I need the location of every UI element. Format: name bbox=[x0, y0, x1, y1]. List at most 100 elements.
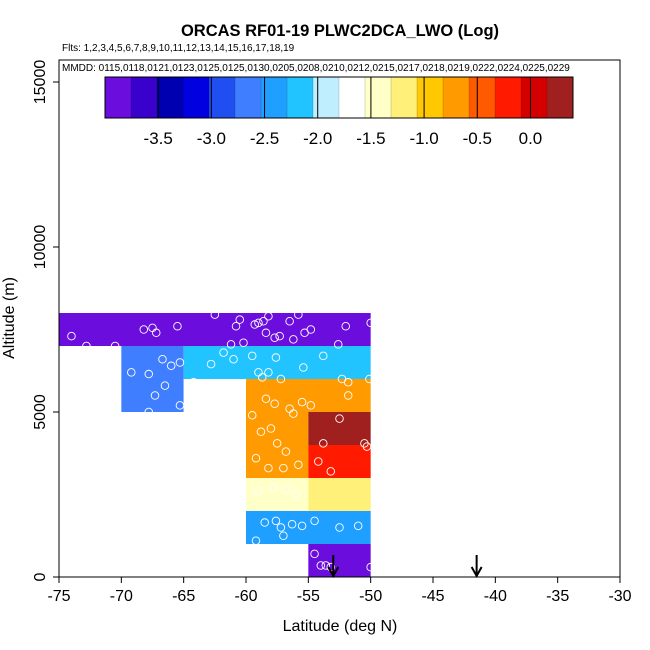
sample-point bbox=[173, 321, 182, 331]
sample-point bbox=[251, 536, 261, 545]
sample-point bbox=[321, 561, 331, 570]
sample-point bbox=[294, 310, 303, 319]
x-axis-label: Latitude (deg N) bbox=[283, 618, 398, 635]
sample-point bbox=[210, 310, 220, 319]
arrow-head bbox=[327, 566, 340, 579]
sample-point bbox=[204, 420, 213, 430]
sample-point bbox=[166, 361, 176, 371]
sample-point bbox=[306, 325, 316, 334]
colorbar-swatch bbox=[235, 77, 262, 118]
sample-point bbox=[247, 411, 257, 420]
sample-point bbox=[264, 368, 273, 377]
y-tick-label: 10000 bbox=[32, 225, 49, 270]
colorbar-ticks: -3.5 -3.0 -2.5 -2.0 -1.5 -1.0 -0.5 0.0 bbox=[130, 77, 548, 148]
colorbar-tick-label: -1.0 bbox=[409, 129, 438, 148]
sample-point bbox=[297, 521, 307, 531]
sample-point bbox=[127, 368, 136, 377]
down-arrow-icon bbox=[327, 555, 340, 579]
x-tick-label: -75 bbox=[47, 588, 70, 605]
sample-point bbox=[196, 407, 206, 417]
sample-point bbox=[160, 381, 170, 390]
sample-point bbox=[226, 422, 236, 432]
sample-point bbox=[181, 463, 191, 473]
sample-point bbox=[175, 358, 185, 367]
dates-label: MMDD: 0115,0118,0121,0123,0125,0125,0130… bbox=[62, 63, 570, 74]
colorbar-swatch bbox=[495, 77, 522, 118]
sample-point bbox=[219, 348, 228, 357]
sample-point bbox=[254, 318, 263, 328]
sample-point bbox=[259, 317, 268, 326]
sample-point bbox=[297, 397, 307, 407]
sample-point bbox=[289, 409, 298, 418]
sample-point bbox=[144, 369, 154, 379]
sample-point bbox=[291, 490, 301, 499]
colorbar-swatch bbox=[443, 77, 470, 118]
y-tick-label: 15000 bbox=[32, 60, 49, 105]
sample-point bbox=[231, 463, 241, 473]
sample-point bbox=[271, 516, 281, 526]
sample-point bbox=[191, 424, 201, 433]
down-arrow-icon bbox=[470, 555, 483, 579]
sample-point bbox=[269, 483, 278, 493]
heatmap-cell bbox=[308, 478, 371, 511]
heatmap-cell bbox=[308, 445, 371, 478]
flights-label: Flts: 1,2,3,4,5,6,7,8,9,10,11,12,13,14,1… bbox=[62, 43, 295, 54]
heatmap-cell bbox=[121, 346, 184, 412]
sample-point bbox=[281, 447, 291, 456]
y-axis-label: Altitude (m) bbox=[1, 277, 18, 359]
sample-point bbox=[276, 523, 286, 532]
colorbar-tick-label: -2.5 bbox=[250, 129, 279, 148]
heatmap-cell bbox=[308, 412, 371, 445]
sample-point bbox=[285, 317, 294, 326]
colorbar-tick-label: -2.0 bbox=[303, 129, 332, 148]
x-tick-label: -30 bbox=[608, 588, 631, 605]
x-tick-label: -35 bbox=[546, 588, 569, 605]
sample-point bbox=[343, 391, 353, 400]
sample-point bbox=[235, 315, 245, 324]
colorbar-swatch bbox=[521, 77, 548, 118]
sample-point bbox=[260, 518, 269, 527]
sample-point bbox=[326, 467, 336, 476]
sample-point bbox=[250, 320, 259, 329]
colorbar-swatch bbox=[287, 77, 314, 118]
heatmap-cell bbox=[246, 478, 309, 511]
sample-point bbox=[343, 378, 353, 387]
x-tick-label: -40 bbox=[484, 588, 507, 605]
sample-point bbox=[229, 354, 238, 364]
sample-point bbox=[272, 439, 282, 448]
sample-point bbox=[314, 457, 323, 466]
sample-point bbox=[206, 359, 216, 369]
sample-point bbox=[223, 486, 232, 496]
heatmap-cell bbox=[183, 379, 246, 511]
sample-point bbox=[366, 318, 375, 328]
sample-point bbox=[294, 460, 303, 470]
sample-point bbox=[239, 338, 248, 347]
sample-point bbox=[289, 335, 298, 344]
sample-point bbox=[276, 374, 286, 384]
colorbar-swatches bbox=[105, 77, 574, 118]
sample-point bbox=[175, 401, 185, 410]
sample-point bbox=[270, 333, 279, 343]
chart-title: ORCAS RF01-19 PLWC2DCA_LWO (Log) bbox=[181, 22, 499, 40]
sample-points bbox=[67, 310, 375, 572]
sample-point bbox=[299, 363, 308, 372]
sample-point bbox=[270, 399, 279, 409]
sample-point bbox=[319, 351, 328, 361]
sample-point bbox=[254, 486, 263, 496]
x-tick-label: -65 bbox=[172, 588, 195, 605]
sample-point bbox=[158, 354, 167, 364]
colorbar-tick-label: -3.5 bbox=[144, 129, 173, 148]
sample-point bbox=[139, 325, 149, 334]
sample-point bbox=[335, 523, 344, 532]
colorbar-tick-label: 0.0 bbox=[519, 129, 543, 148]
sample-point bbox=[310, 549, 319, 559]
sample-point bbox=[110, 341, 120, 351]
sample-point bbox=[231, 321, 241, 331]
colorbar-swatch bbox=[105, 77, 132, 118]
sample-point bbox=[150, 391, 160, 400]
sample-point bbox=[266, 424, 276, 433]
sample-point bbox=[287, 519, 297, 529]
sample-point bbox=[264, 312, 273, 321]
sample-point bbox=[261, 394, 271, 404]
